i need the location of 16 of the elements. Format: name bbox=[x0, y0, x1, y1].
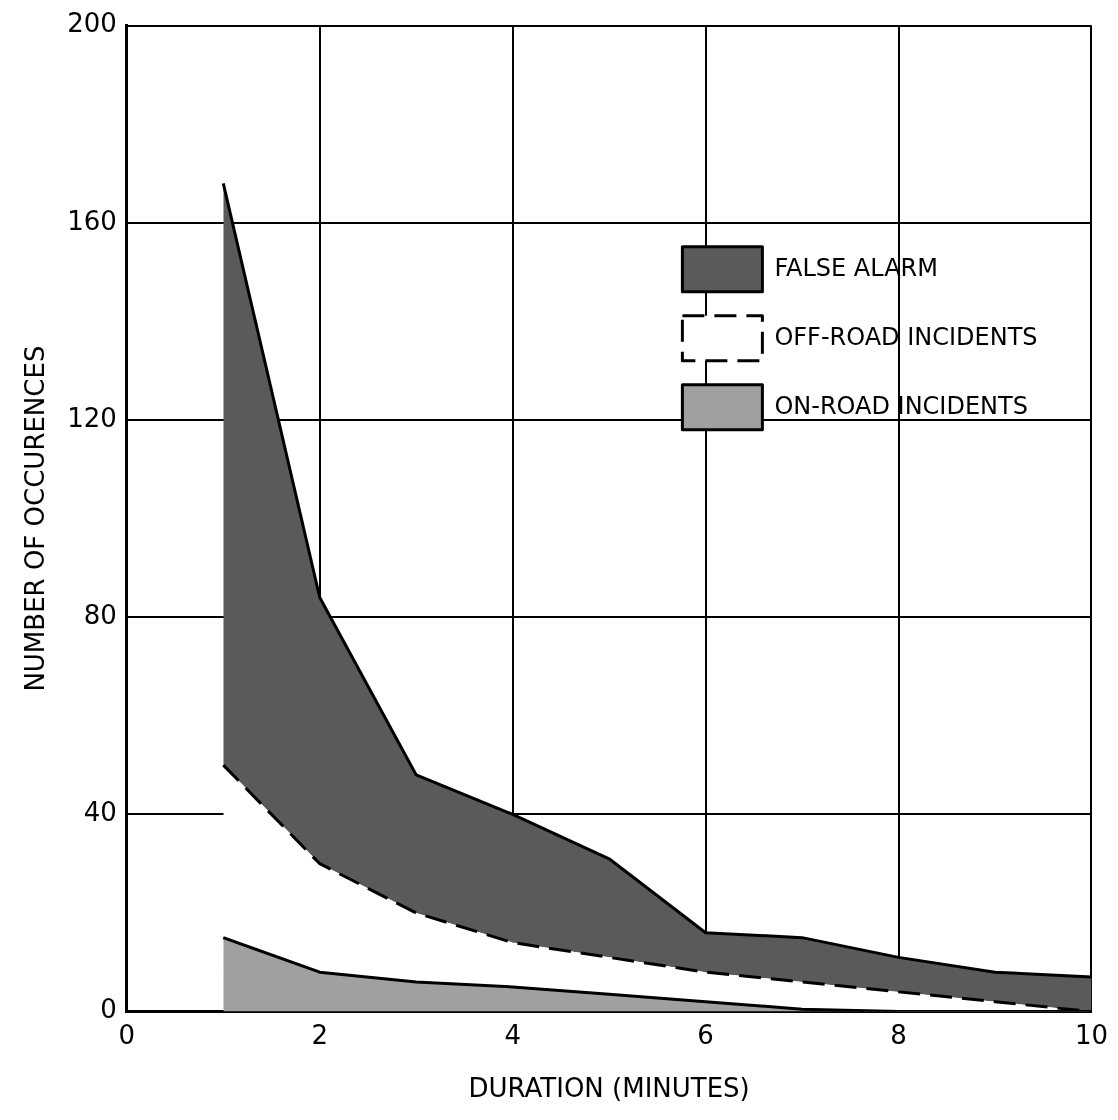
y-tick-label: 200 bbox=[67, 8, 117, 39]
x-tick-label: 2 bbox=[311, 1019, 329, 1050]
x-tick-label: 6 bbox=[697, 1019, 714, 1050]
legend-label: ON-ROAD INCIDENTS bbox=[774, 391, 1028, 420]
x-tick-label: 8 bbox=[890, 1019, 907, 1050]
x-tick-label: 4 bbox=[504, 1019, 521, 1050]
legend-label: OFF-ROAD INCIDENTS bbox=[774, 322, 1038, 351]
x-tick-label: 0 bbox=[118, 1019, 136, 1050]
y-tick-label: 0 bbox=[100, 994, 117, 1025]
x-axis-title: DURATION (MINUTES) bbox=[468, 1073, 750, 1104]
x-tick-label: 10 bbox=[1074, 1019, 1108, 1050]
y-tick-label: 80 bbox=[83, 599, 117, 630]
y-tick-label: 160 bbox=[67, 205, 117, 236]
y-tick-label: 40 bbox=[83, 797, 117, 828]
y-axis-title: NUMBER OF OCCURENCES bbox=[20, 345, 51, 692]
y-tick-label: 120 bbox=[67, 402, 117, 433]
